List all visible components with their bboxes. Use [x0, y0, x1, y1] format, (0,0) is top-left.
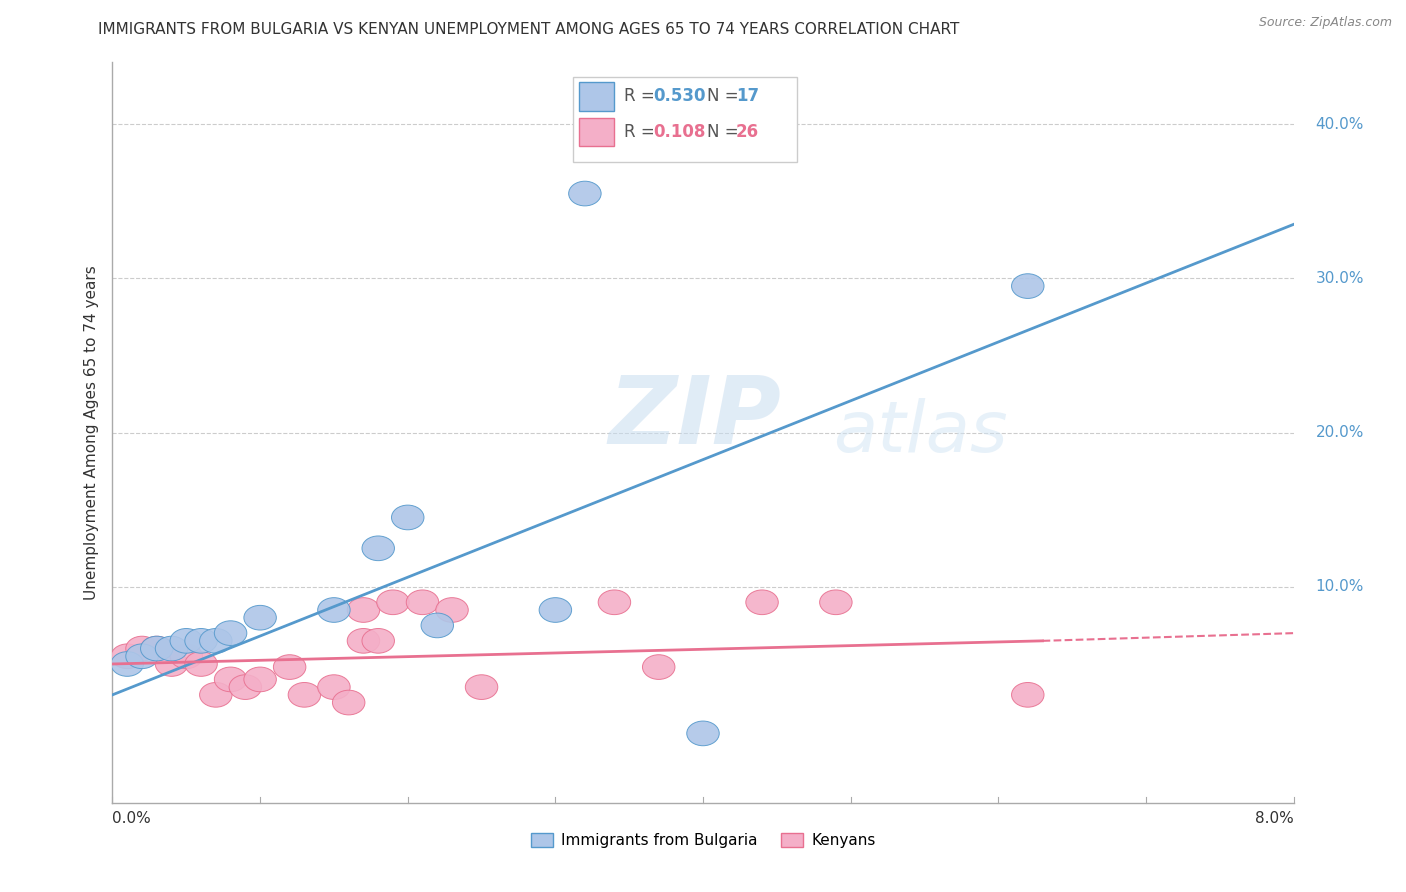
- Text: atlas: atlas: [832, 398, 1008, 467]
- Ellipse shape: [229, 674, 262, 699]
- Ellipse shape: [347, 598, 380, 623]
- Text: 17: 17: [737, 87, 759, 105]
- Ellipse shape: [361, 536, 395, 561]
- Ellipse shape: [288, 682, 321, 707]
- Text: R =: R =: [624, 123, 659, 141]
- Ellipse shape: [155, 636, 188, 661]
- Ellipse shape: [820, 590, 852, 615]
- Text: 8.0%: 8.0%: [1254, 811, 1294, 825]
- Text: N =: N =: [707, 123, 744, 141]
- Text: Source: ZipAtlas.com: Source: ZipAtlas.com: [1258, 16, 1392, 29]
- Ellipse shape: [436, 598, 468, 623]
- Ellipse shape: [125, 644, 159, 669]
- Ellipse shape: [361, 629, 395, 653]
- Ellipse shape: [745, 590, 779, 615]
- Text: 26: 26: [737, 123, 759, 141]
- FancyBboxPatch shape: [579, 118, 614, 146]
- Ellipse shape: [214, 667, 247, 692]
- Ellipse shape: [686, 721, 720, 746]
- Text: 0.0%: 0.0%: [112, 811, 152, 825]
- Text: 10.0%: 10.0%: [1316, 580, 1364, 594]
- Text: R =: R =: [624, 87, 659, 105]
- Ellipse shape: [214, 621, 247, 646]
- Ellipse shape: [406, 590, 439, 615]
- Ellipse shape: [125, 636, 159, 661]
- Ellipse shape: [111, 644, 143, 669]
- Ellipse shape: [391, 505, 425, 530]
- Ellipse shape: [318, 598, 350, 623]
- Ellipse shape: [200, 629, 232, 653]
- Text: 40.0%: 40.0%: [1316, 117, 1364, 132]
- Ellipse shape: [184, 629, 218, 653]
- Ellipse shape: [141, 636, 173, 661]
- Ellipse shape: [332, 690, 366, 714]
- Y-axis label: Unemployment Among Ages 65 to 74 years: Unemployment Among Ages 65 to 74 years: [83, 265, 98, 600]
- Text: N =: N =: [707, 87, 744, 105]
- Ellipse shape: [598, 590, 631, 615]
- Text: 0.108: 0.108: [654, 123, 706, 141]
- Legend: Immigrants from Bulgaria, Kenyans: Immigrants from Bulgaria, Kenyans: [524, 827, 882, 855]
- Ellipse shape: [643, 655, 675, 680]
- Ellipse shape: [184, 652, 218, 676]
- Ellipse shape: [243, 606, 277, 630]
- Text: 20.0%: 20.0%: [1316, 425, 1364, 440]
- Ellipse shape: [1011, 682, 1045, 707]
- Text: 0.530: 0.530: [654, 87, 706, 105]
- Ellipse shape: [111, 652, 143, 676]
- Text: ZIP: ZIP: [609, 372, 782, 464]
- Ellipse shape: [243, 667, 277, 692]
- Ellipse shape: [141, 636, 173, 661]
- Ellipse shape: [170, 644, 202, 669]
- FancyBboxPatch shape: [579, 82, 614, 111]
- FancyBboxPatch shape: [574, 78, 797, 162]
- Ellipse shape: [200, 682, 232, 707]
- Ellipse shape: [273, 655, 307, 680]
- Ellipse shape: [377, 590, 409, 615]
- Ellipse shape: [170, 629, 202, 653]
- Ellipse shape: [420, 613, 454, 638]
- Ellipse shape: [568, 181, 602, 206]
- Ellipse shape: [1011, 274, 1045, 299]
- Ellipse shape: [538, 598, 572, 623]
- Text: 30.0%: 30.0%: [1316, 271, 1364, 285]
- Ellipse shape: [465, 674, 498, 699]
- Ellipse shape: [347, 629, 380, 653]
- Text: IMMIGRANTS FROM BULGARIA VS KENYAN UNEMPLOYMENT AMONG AGES 65 TO 74 YEARS CORREL: IMMIGRANTS FROM BULGARIA VS KENYAN UNEMP…: [98, 22, 960, 37]
- Ellipse shape: [155, 652, 188, 676]
- Ellipse shape: [318, 674, 350, 699]
